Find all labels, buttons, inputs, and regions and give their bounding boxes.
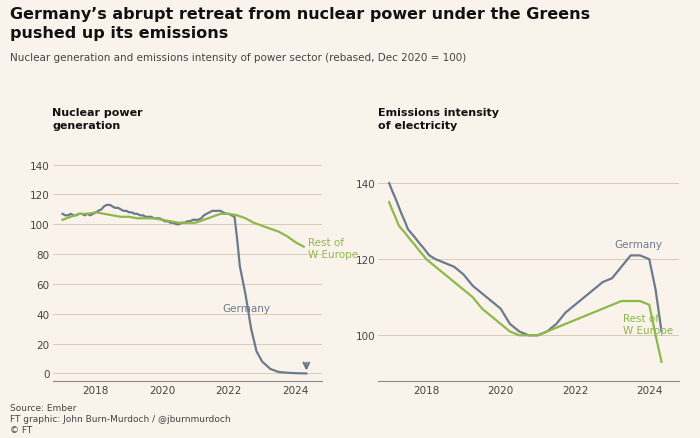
Text: © FT: © FT <box>10 424 33 434</box>
Text: pushed up its emissions: pushed up its emissions <box>10 26 229 41</box>
Text: Rest of
W Europe: Rest of W Europe <box>308 237 358 260</box>
Text: Emissions intensity
of electricity: Emissions intensity of electricity <box>378 108 499 131</box>
Text: FT graphic: John Burn-Murdoch / @jburnmurdoch: FT graphic: John Burn-Murdoch / @jburnmu… <box>10 413 231 423</box>
Text: Nuclear generation and emissions intensity of power sector (rebased, Dec 2020 = : Nuclear generation and emissions intensi… <box>10 53 467 63</box>
Text: Germany’s abrupt retreat from nuclear power under the Greens: Germany’s abrupt retreat from nuclear po… <box>10 7 591 21</box>
Text: Nuclear power
generation: Nuclear power generation <box>52 108 143 131</box>
Text: Source: Ember: Source: Ember <box>10 403 77 412</box>
Text: Germany: Germany <box>614 240 662 249</box>
Text: Germany: Germany <box>222 303 270 313</box>
Text: Rest of
W Europe: Rest of W Europe <box>623 313 673 336</box>
